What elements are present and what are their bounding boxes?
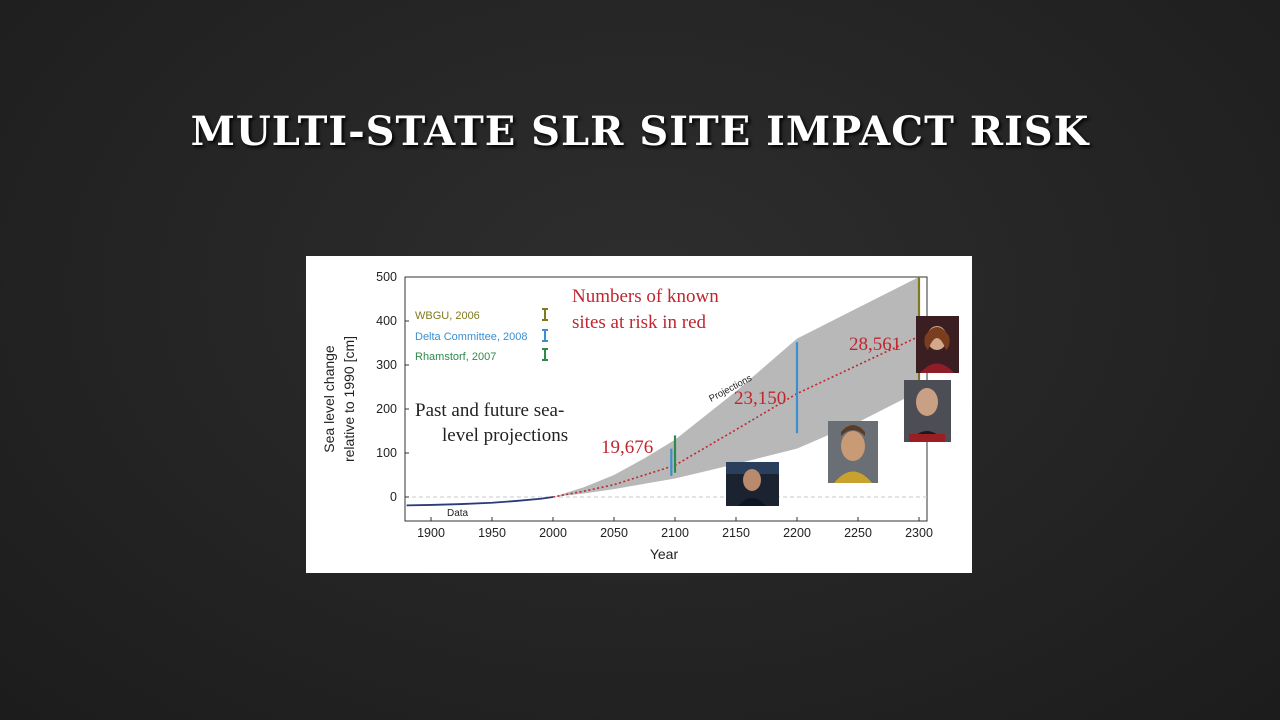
y-tick-label-500: 500 (376, 270, 397, 284)
x-tick-label-2200: 2200 (783, 526, 811, 540)
portrait-photo-1 (726, 462, 779, 506)
inner-title-line1: Past and future sea- (415, 400, 564, 421)
x-tick-label-2100: 2100 (661, 526, 689, 540)
y-tick-label-200: 200 (376, 402, 397, 416)
site-count-2200: 23,150 (734, 388, 786, 409)
x-tick-label-2300: 2300 (905, 526, 933, 540)
inner-title-line2: level projections (442, 425, 568, 446)
x-tick-label-2050: 2050 (600, 526, 628, 540)
site-count-2300: 28,561 (849, 334, 901, 355)
legend-entry-wbgu: WBGU, 2006 (415, 310, 480, 322)
data-series-label: Data (447, 508, 469, 519)
x-tick-label-1950: 1950 (478, 526, 506, 540)
annotation-title-line2: sites at risk in red (572, 312, 707, 333)
x-axis-title: Year (650, 546, 679, 562)
slide-title: MULTI-STATE SLR SITE IMPACT RISK (190, 108, 1090, 155)
legend-marker-wbgu (542, 308, 548, 321)
projection-uncertainty-band (553, 277, 919, 497)
portrait-photo-2 (828, 421, 878, 483)
portrait-photo-4 (916, 316, 959, 373)
series-line-data (406, 496, 554, 507)
legend: WBGU, 2006 Delta Committee, 2008 Rhamsto… (415, 308, 548, 363)
site-count-2100: 19,676 (601, 437, 653, 458)
x-tick-label-2150: 2150 (722, 526, 750, 540)
x-tick-label-2250: 2250 (844, 526, 872, 540)
legend-marker-delta (542, 329, 548, 342)
y-tick-label-100: 100 (376, 446, 397, 460)
x-tick-label-1900: 1900 (417, 526, 445, 540)
legend-marker-rahmstorf (542, 348, 548, 361)
portrait-photo-3 (904, 380, 951, 442)
annotation-title-line1: Numbers of known (572, 286, 719, 307)
y-tick-label-400: 400 (376, 314, 397, 328)
chart-image: 1900 1950 2000 2050 2100 2150 2200 2250 2300 0 100… (306, 256, 972, 573)
legend-entry-delta: Delta Committee, 2008 (415, 331, 528, 343)
legend-entry-rahmstorf: Rhamstorf, 2007 (415, 351, 496, 363)
sea-level-chart: 1900 1950 2000 2050 2100 2150 2200 2250 2300 0 100… (321, 270, 959, 562)
y-tick-label-0: 0 (390, 490, 397, 504)
x-tick-label-2000: 2000 (539, 526, 567, 540)
y-tick-label-300: 300 (376, 358, 397, 372)
y-axis-title-line2: relative to 1990 [cm] (341, 336, 357, 462)
y-axis-title-line1: Sea level change (321, 345, 337, 453)
